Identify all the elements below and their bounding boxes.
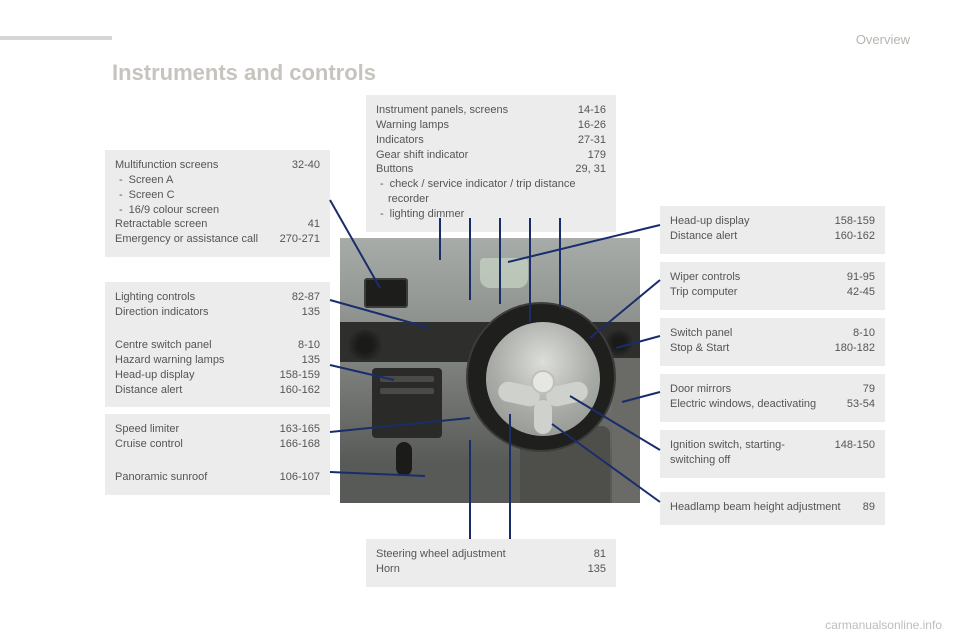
pages: 160-162	[280, 383, 320, 398]
label: Switch panel	[670, 326, 732, 341]
page-title: Instruments and controls	[112, 60, 376, 86]
label: Centre switch panel	[115, 338, 212, 353]
label: Emergency or assistance call	[115, 232, 258, 247]
pages: 179	[588, 148, 606, 163]
section-label: Overview	[856, 32, 910, 47]
center-stack	[372, 368, 442, 438]
pages: 166-168	[280, 437, 320, 452]
pages: 158-159	[280, 368, 320, 383]
dashboard-illustration	[340, 238, 640, 503]
pages: 106-107	[280, 470, 320, 485]
pages: 79	[863, 382, 875, 397]
label: Gear shift indicator	[376, 148, 468, 163]
label: Distance alert	[670, 229, 737, 244]
label: Panoramic sunroof	[115, 470, 207, 485]
label: Ignition switch, starting- switching off	[670, 438, 825, 468]
callout-centre-switch-panel: Centre switch panel 8-10 Hazard warning l…	[105, 330, 330, 407]
pages: 14-16	[578, 103, 606, 118]
label: Cruise control	[115, 437, 183, 452]
pages: 16-26	[578, 118, 606, 133]
pages: 82-87	[292, 290, 320, 305]
label: Hazard warning lamps	[115, 353, 224, 368]
callout-lighting-controls: Lighting controls 82-87 Direction indicat…	[105, 282, 330, 330]
callout-panoramic-sunroof: Panoramic sunroof 106-107	[105, 462, 330, 495]
pages: 91-95	[847, 270, 875, 285]
label: Horn	[376, 562, 400, 577]
pages: 32-40	[292, 158, 320, 173]
hud-pad	[480, 258, 528, 288]
label: Lighting controls	[115, 290, 195, 305]
sub-item: Screen A	[115, 173, 320, 188]
callout-door-mirrors: Door mirrors 79 Electric windows, deactiv…	[660, 374, 885, 422]
pages: 53-54	[847, 397, 875, 412]
label: Electric windows, deactivating	[670, 397, 816, 412]
pages: 158-159	[835, 214, 875, 229]
pages: 148-150	[835, 438, 875, 468]
label: Warning lamps	[376, 118, 449, 133]
label: Stop & Start	[670, 341, 729, 356]
pages: 160-162	[835, 229, 875, 244]
pages: 42-45	[847, 285, 875, 300]
callout-speed-limiter: Speed limiter 163-165 Cruise control 166-1…	[105, 414, 330, 462]
label: Multifunction screens	[115, 158, 218, 173]
sub-item: check / service indicator / trip distanc…	[376, 177, 606, 207]
label: Head-up display	[670, 214, 750, 229]
callout-instrument-panels: Instrument panels, screens 14-16 Warning …	[366, 95, 616, 232]
steering-wheel	[466, 302, 616, 452]
pages: 270-271	[280, 232, 320, 247]
label: Speed limiter	[115, 422, 179, 437]
label: Steering wheel adjustment	[376, 547, 506, 562]
pages: 135	[302, 305, 320, 320]
label: Trip computer	[670, 285, 737, 300]
air-vent-left	[346, 330, 384, 360]
callout-steering-wheel: Steering wheel adjustment 81 Horn 135	[366, 539, 616, 587]
callout-multifunction-screens: Multifunction screens 32-40 Screen A Scre…	[105, 150, 330, 257]
label: Wiper controls	[670, 270, 740, 285]
label: Head-up display	[115, 368, 195, 383]
pages: 8-10	[853, 326, 875, 341]
label: Direction indicators	[115, 305, 209, 320]
sub-item: Screen C	[115, 188, 320, 203]
callout-switch-panel: Switch panel 8-10 Stop & Start 180-182	[660, 318, 885, 366]
label: Indicators	[376, 133, 424, 148]
pages: 163-165	[280, 422, 320, 437]
door-panel	[612, 358, 640, 503]
pages: 180-182	[835, 341, 875, 356]
header-rule	[0, 36, 112, 40]
pages: 135	[302, 353, 320, 368]
callout-head-up-display: Head-up display 158-159 Distance alert 160…	[660, 206, 885, 254]
label: Door mirrors	[670, 382, 731, 397]
callout-ignition-switch: Ignition switch, starting- switching off…	[660, 430, 885, 478]
pages: 41	[308, 217, 320, 232]
gear-shifter	[396, 442, 412, 476]
pages: 29, 31	[575, 162, 606, 177]
callout-headlamp-height: Headlamp beam height adjustment 89	[660, 492, 885, 525]
watermark: carmanualsonline.info	[825, 618, 942, 632]
sub-item: lighting dimmer	[376, 207, 606, 222]
pages: 8-10	[298, 338, 320, 353]
pages: 81	[594, 547, 606, 562]
label: Buttons	[376, 162, 413, 177]
nav-screen	[364, 278, 408, 308]
label: Distance alert	[115, 383, 182, 398]
callout-wiper-controls: Wiper controls 91-95 Trip computer 42-45	[660, 262, 885, 310]
pages: 89	[863, 500, 875, 515]
label: Headlamp beam height adjustment	[670, 500, 841, 515]
sub-item: 16/9 colour screen	[115, 203, 320, 218]
pages: 27-31	[578, 133, 606, 148]
label: Instrument panels, screens	[376, 103, 508, 118]
label: Retractable screen	[115, 217, 207, 232]
pages: 135	[588, 562, 606, 577]
